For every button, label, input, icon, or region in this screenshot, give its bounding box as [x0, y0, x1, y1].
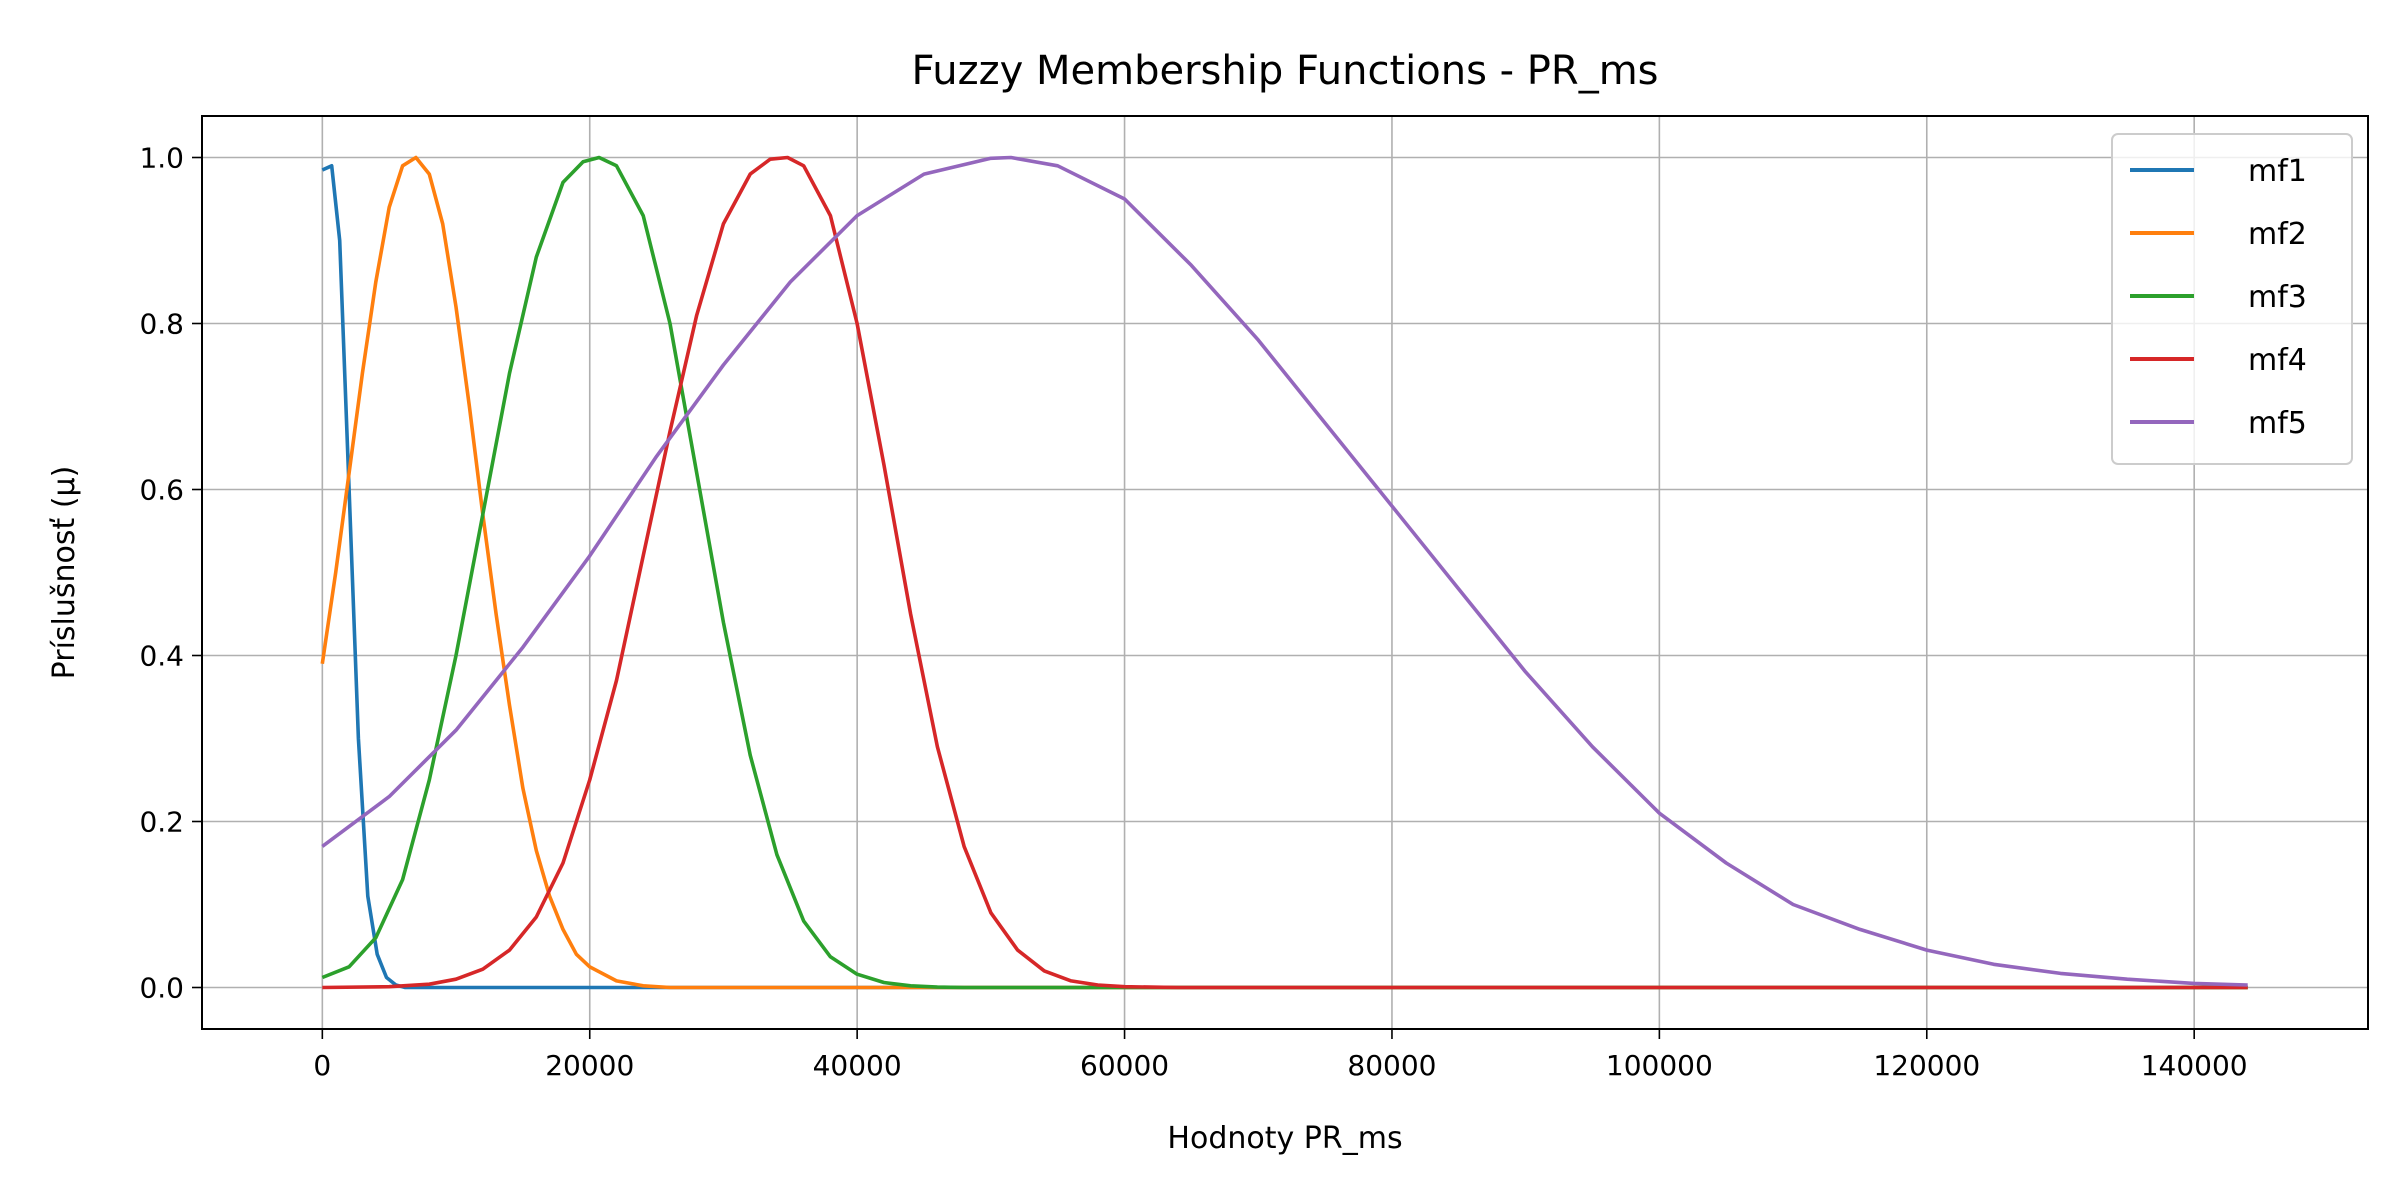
- y-tick-label: 0.2: [139, 806, 184, 839]
- series-line-mf5: [321, 155, 2248, 987]
- series-line-mf4: [322, 155, 2248, 990]
- series-line-mf1: [321, 164, 2248, 990]
- series-line-mf2: [320, 155, 2248, 990]
- y-tick-label: 0.8: [139, 308, 184, 341]
- y-tick-label: 0.4: [139, 640, 184, 673]
- series-line-mf3: [321, 155, 2248, 990]
- x-tick-label: 120000: [1873, 1049, 1980, 1082]
- x-tick-label: 40000: [813, 1049, 902, 1082]
- x-tick-label: 20000: [545, 1049, 634, 1082]
- y-tick-label: 0.0: [139, 972, 184, 1005]
- x-tick-label: 0: [313, 1049, 331, 1082]
- legend-box: [2111, 133, 2353, 465]
- chart-title: Fuzzy Membership Functions - PR_ms: [911, 48, 1658, 94]
- legend-label-mf5: mf5: [2248, 406, 2307, 441]
- x-tick-label: 60000: [1080, 1049, 1169, 1082]
- grid: [202, 116, 2368, 1029]
- x-tick-label: 100000: [1606, 1049, 1713, 1082]
- legend: mf1 mf2 mf3 mf4 mf5: [2111, 133, 2353, 465]
- x-axis-label: Hodnoty PR_ms: [1167, 1121, 1402, 1156]
- y-tick-label: 0.6: [139, 474, 184, 507]
- y-axis-label: Príslušnosť (μ): [47, 466, 82, 680]
- y-tick-label: 1.0: [139, 142, 184, 175]
- x-tick-label: 80000: [1347, 1049, 1436, 1082]
- legend-label-mf2: mf2: [2248, 217, 2307, 252]
- legend-label-mf1: mf1: [2248, 154, 2307, 189]
- plot-area: [320, 155, 2248, 990]
- legend-label-mf3: mf3: [2248, 280, 2307, 315]
- axes-frame: [201, 115, 2369, 1030]
- legend-label-mf4: mf4: [2248, 343, 2307, 378]
- x-tick-label: 140000: [2141, 1049, 2248, 1082]
- axis-ticks: 0 20000 40000 60000 80000 100000 120000 140000 0…: [139, 142, 2247, 1083]
